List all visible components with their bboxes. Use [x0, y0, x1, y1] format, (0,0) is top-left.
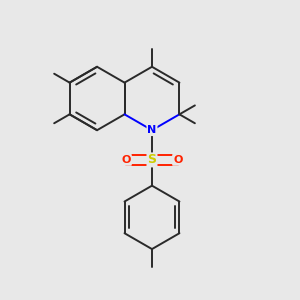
Text: S: S: [148, 153, 157, 167]
Text: O: O: [173, 155, 182, 165]
Text: N: N: [147, 125, 157, 135]
Text: O: O: [122, 155, 131, 165]
